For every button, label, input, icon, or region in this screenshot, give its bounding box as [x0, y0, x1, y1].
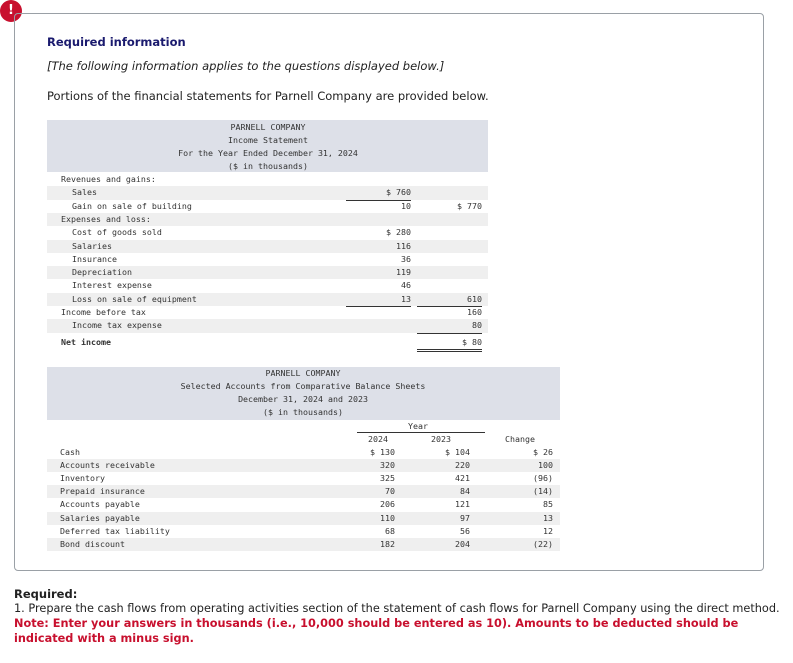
amount: $ 280: [386, 227, 411, 238]
income-title: PARNELL COMPANY: [230, 122, 306, 132]
row-label: Inventory: [60, 473, 105, 484]
heading: Required information: [47, 35, 186, 49]
row-shade: [47, 459, 560, 473]
amount: 46: [401, 280, 411, 291]
row-label: Net income: [61, 336, 111, 347]
balance-header-bg: [47, 367, 560, 420]
cell: 421: [455, 473, 470, 484]
rule: [357, 432, 485, 433]
cell: 220: [455, 460, 470, 471]
row-shade: [47, 212, 488, 227]
row-shade: [47, 511, 560, 525]
row-label: Expenses and loss:: [61, 213, 151, 224]
required-note: Note: Enter your answers in thousands (i…: [14, 617, 739, 645]
row-shade: [47, 319, 488, 333]
column-header: 2024: [368, 434, 388, 444]
row-label: Depreciation: [72, 267, 132, 278]
rule: [417, 332, 482, 334]
row-label: Gain on sale of building: [72, 200, 192, 211]
cell: 182: [380, 538, 395, 549]
row-label: Cash: [60, 447, 80, 457]
row-label: Salaries payable: [60, 512, 140, 523]
rule: [346, 306, 411, 307]
alert-mark: !: [8, 3, 14, 18]
total: 80: [472, 320, 482, 331]
income-title: ($ in thousands): [228, 161, 308, 171]
row-label: Loss on sale of equipment: [72, 293, 197, 304]
row-shade: [47, 239, 488, 253]
row-label: Bond discount: [60, 538, 125, 549]
cell: 206: [380, 499, 395, 510]
cell: 121: [455, 499, 470, 510]
balance-title: Selected Accounts from Comparative Balan…: [180, 381, 426, 391]
total: 160: [467, 307, 482, 317]
intro: [The following information applies to th…: [47, 59, 445, 73]
amount: $ 760: [386, 187, 411, 198]
row-shade: [47, 186, 488, 200]
row-label: Salaries: [72, 240, 112, 251]
row-label: Deferred tax liability: [60, 525, 170, 536]
lead: Portions of the financial statements for…: [47, 89, 489, 103]
cell: 204: [455, 538, 470, 549]
cell: 110: [380, 512, 395, 523]
row-label: Income tax expense: [72, 320, 162, 331]
cell: 100: [538, 460, 553, 471]
amount: 36: [401, 253, 411, 264]
balance-title: PARNELL COMPANY: [265, 368, 341, 378]
row-label: Accounts payable: [60, 499, 140, 510]
amount: 13: [401, 293, 411, 304]
cell: 97: [460, 512, 470, 523]
required-heading: Required:: [14, 587, 78, 601]
row-shade: [47, 292, 488, 306]
amount: 10: [401, 200, 411, 211]
cell: $ 104: [445, 447, 470, 457]
income-title: For the Year Ended December 31, 2024: [178, 148, 358, 158]
cell: 13: [543, 512, 553, 523]
amount: 119: [396, 267, 411, 278]
income-header-bg: [47, 120, 488, 172]
cell: (96): [533, 473, 553, 484]
row-shade: [47, 537, 560, 551]
cell: 68: [385, 525, 395, 536]
rule: [417, 306, 482, 307]
year-header: Year: [408, 421, 428, 431]
total: 610: [467, 293, 482, 304]
row-label: Sales: [72, 187, 97, 198]
row-shade: [47, 485, 560, 499]
cell: $ 26: [533, 447, 553, 457]
cell: 56: [460, 525, 470, 536]
cell: 84: [460, 486, 470, 497]
income-title: Income Statement: [228, 135, 308, 145]
cell: 85: [543, 499, 553, 510]
cell: $ 130: [370, 447, 395, 457]
balance-title: December 31, 2024 and 2023: [238, 394, 368, 404]
row-label: Accounts receivable: [60, 460, 155, 471]
row-label: Prepaid insurance: [60, 486, 145, 497]
row-shade: [47, 266, 488, 280]
row-label: Revenues and gains:: [61, 174, 156, 184]
row-label: Interest expense: [72, 280, 152, 291]
rule: [417, 348, 482, 350]
cell: (22): [533, 538, 553, 549]
cell: 320: [380, 460, 395, 471]
rule: [417, 350, 482, 352]
row-label: Insurance: [72, 253, 117, 264]
total: $ 80: [462, 336, 482, 347]
balance-title: ($ in thousands): [263, 407, 343, 417]
cell: 12: [543, 525, 553, 536]
cell: 70: [385, 486, 395, 497]
row-label: Cost of goods sold: [72, 227, 162, 238]
column-header: 2023: [431, 434, 451, 444]
column-header: Change: [505, 434, 535, 444]
required-task: 1. Prepare the cash flows from operating…: [14, 602, 780, 615]
amount: 116: [396, 240, 411, 251]
cell: 325: [380, 473, 395, 484]
total: $ 770: [457, 200, 482, 211]
row-label: Income before tax: [61, 307, 146, 317]
info-box: [14, 13, 764, 571]
cell: (14): [533, 486, 553, 497]
rule: [346, 199, 411, 201]
